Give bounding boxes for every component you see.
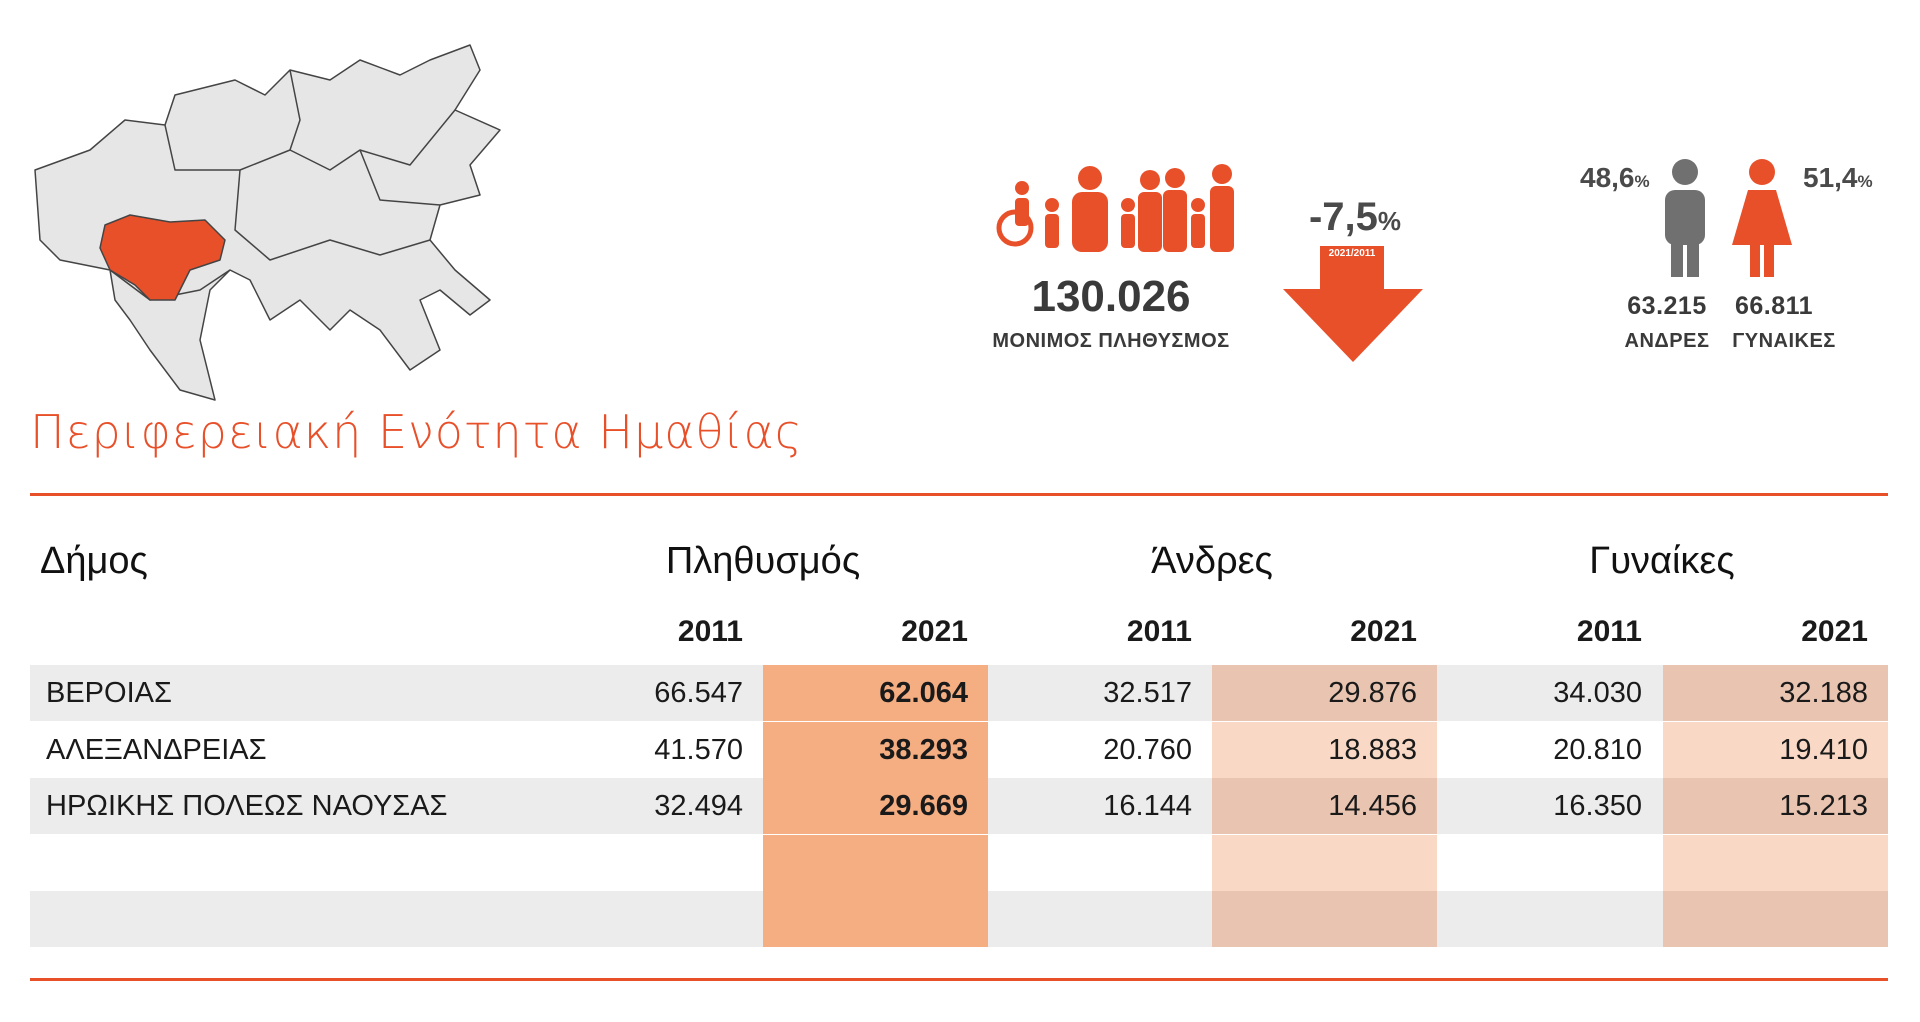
cell-value: 66.547 <box>654 677 743 709</box>
cell-value: 32.188 <box>1779 677 1868 709</box>
municipality: ΑΛΕΞΑΝΔΡΕΙΑΣ <box>46 733 267 766</box>
women-label: ΓΥΝΑΙΚΕΣ <box>1732 330 1836 352</box>
women-count: 66.811 <box>1734 292 1814 320</box>
women-percent: 51,4% <box>1803 162 1873 194</box>
cell-value: 14.456 <box>1328 790 1417 822</box>
cell-value: 20.760 <box>1103 733 1192 766</box>
cell-value: 16.350 <box>1553 790 1642 822</box>
year-header: 2011 <box>1576 615 1642 648</box>
cell-value: 18.883 <box>1328 733 1417 766</box>
men-percent: 48,6% <box>1580 162 1650 194</box>
unit: % <box>1857 172 1873 191</box>
highlight-column <box>1212 891 1437 947</box>
highlight-column <box>1212 721 1437 778</box>
top-rule <box>30 493 1888 496</box>
highlight-column <box>763 834 988 891</box>
municipality: ΗΡΩΙΚΗΣ ΠΟΛΕΩΣ ΝΑΟΥΣΑΣ <box>46 790 448 822</box>
table-row: ΒΕΡΟΙΑΣ 66.547 62.064 32.517 29.876 34.030 32.… <box>30 665 1888 721</box>
year-header: 2021 <box>901 615 968 648</box>
cell-value: 32.517 <box>1103 677 1192 709</box>
cell-value: 32.494 <box>654 790 743 822</box>
column-header: Γυναίκες <box>1589 540 1735 582</box>
highlight-column <box>763 778 988 834</box>
highlight-column <box>763 891 988 947</box>
change-value: -7,5% <box>1290 195 1420 240</box>
year-header: 2011 <box>677 615 743 648</box>
graphics <box>34 44 1792 401</box>
people-icon <box>996 164 1234 252</box>
change-period: 2021/2011 <box>1328 248 1376 259</box>
year-header: 2021 <box>1801 615 1868 648</box>
women-percent-number: 51,4 <box>1803 162 1858 193</box>
cell-value: 29.669 <box>879 790 968 822</box>
cell-value: 34.030 <box>1553 677 1642 709</box>
highlight-column <box>1663 721 1888 778</box>
highlight-column <box>1663 891 1888 947</box>
highlight-column <box>763 665 988 721</box>
man-icon <box>1665 159 1705 277</box>
down-arrow <box>1283 246 1423 362</box>
cell-value: 16.144 <box>1103 790 1192 822</box>
change-number: -7,5 <box>1308 195 1378 239</box>
map <box>34 44 501 401</box>
highlight-column <box>763 721 988 778</box>
table-row <box>30 834 1888 891</box>
woman-icon <box>1732 159 1792 277</box>
column-header: Δήμος <box>40 540 148 582</box>
cell-value: 62.064 <box>879 677 968 709</box>
men-label: ΑΝΔΡΕΣ <box>1624 330 1710 352</box>
cell-value: 29.876 <box>1328 677 1417 709</box>
cell-value: 38.293 <box>879 733 968 766</box>
cell-value: 20.810 <box>1553 733 1642 766</box>
men-percent-number: 48,6 <box>1580 162 1635 193</box>
highlight-column <box>1663 665 1888 721</box>
highlight-column <box>1212 665 1437 721</box>
cell-value: 15.213 <box>1779 790 1868 822</box>
population-label: ΜΟΝΙΜΟΣ ΠΛΗΘΥΣΜΟΣ <box>992 330 1230 352</box>
column-header: Άνδρες <box>1151 540 1273 582</box>
table-row <box>30 891 1888 947</box>
unit: % <box>1634 172 1650 191</box>
column-header: Πληθυσμός <box>665 540 861 582</box>
highlight-column <box>1212 778 1437 834</box>
cell-value: 19.410 <box>1779 733 1868 766</box>
population-value: 130.026 <box>1031 272 1191 321</box>
year-header: 2011 <box>1126 615 1192 648</box>
cell-value: 41.570 <box>654 733 743 766</box>
municipality: ΒΕΡΟΙΑΣ <box>46 677 172 709</box>
year-header: 2021 <box>1350 615 1417 648</box>
table-row: ΗΡΩΙΚΗΣ ΠΟΛΕΩΣ ΝΑΟΥΣΑΣ 32.494 29.669 16.144… <box>30 778 1888 834</box>
unit: % <box>1377 206 1402 236</box>
title: Περιφερειακή Ενότητα Ημαθίας <box>30 405 803 459</box>
men-count: 63.215 <box>1627 292 1707 320</box>
table-row: ΑΛΕΞΑΝΔΡΕΙΑΣ 41.570 38.293 20.760 18.883 20.8… <box>30 721 1888 778</box>
highlight-column <box>1663 778 1888 834</box>
bottom-rule <box>30 978 1888 981</box>
highlight-column <box>1663 834 1888 891</box>
highlight-column <box>1212 834 1437 891</box>
